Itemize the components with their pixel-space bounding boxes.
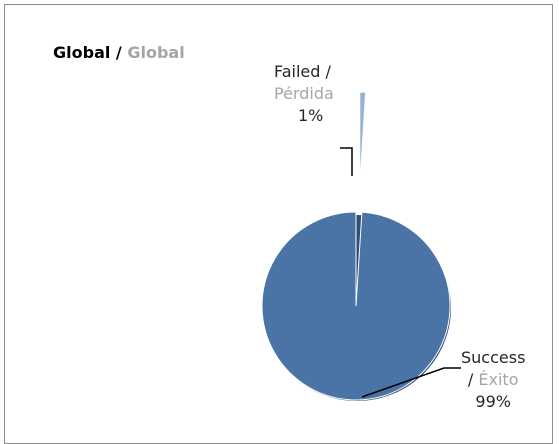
leader-line-failed [340,147,353,176]
chart-title: Global / Global [53,43,185,62]
success-label-sep: / [467,370,479,389]
pie-slice-failed [359,91,367,187]
chart-frame [4,4,553,444]
data-label-success: Success / Éxito 99% [461,347,525,413]
failed-label-es: Pérdida [274,84,334,103]
pie-slice-success [261,211,451,401]
chart-title-secondary: Global [127,43,185,62]
success-label-value: 99% [475,392,511,411]
failed-label-sep: / [320,62,331,81]
success-label-es: Éxito [478,370,519,389]
chart-title-separator: / [110,43,128,62]
leader-line-success [361,367,461,398]
data-label-failed: Failed / Pérdida 1% [274,61,334,127]
failed-label-value: 1% [298,106,324,125]
success-label-en: Success [461,348,526,367]
failed-label-en: Failed [274,62,321,81]
chart-title-primary: Global [53,43,111,62]
